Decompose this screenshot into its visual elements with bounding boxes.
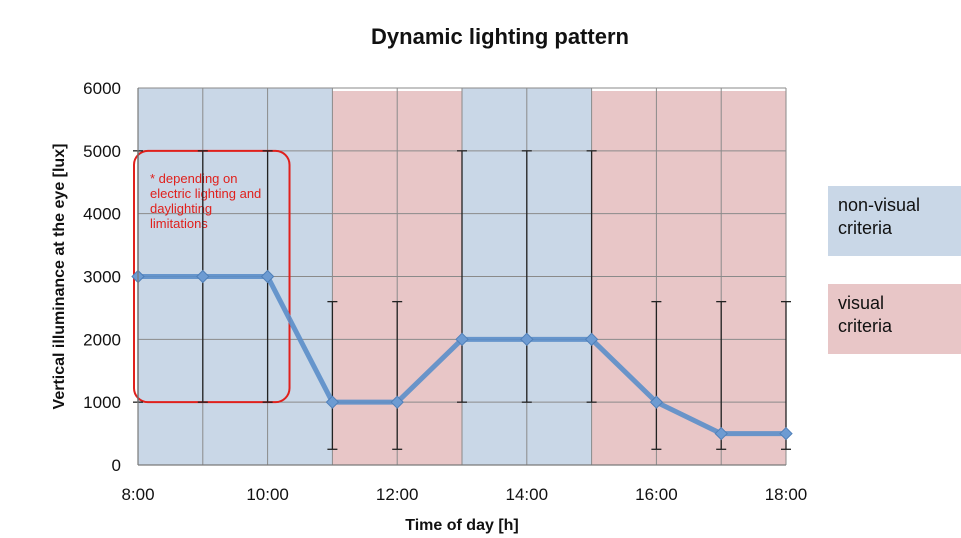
x-tick-label-0: 8:00 <box>121 485 154 504</box>
data-point-4 <box>390 395 404 409</box>
data-point-2 <box>260 269 275 284</box>
legend-visual-criteria: visual criteria <box>828 284 961 354</box>
x-tick-label-1: 10:00 <box>246 485 289 504</box>
y-tick-label-6: 6000 <box>83 79 121 98</box>
x-tick-label-3: 14:00 <box>506 485 549 504</box>
data-point-1 <box>196 269 210 284</box>
data-point-8 <box>649 395 664 409</box>
data-point-10 <box>779 426 793 441</box>
legend-non-visual-criteria: non-visual criteria <box>828 186 961 256</box>
legend-non-visual-line-1: non-visual <box>838 195 921 215</box>
data-point-9 <box>714 426 728 441</box>
y-tick-label-1: 1000 <box>83 393 121 412</box>
legend-non-visual-line-2: criteria <box>838 218 893 238</box>
legend-visual-line-1: visual <box>838 293 885 313</box>
annotation-text-line-3: limitations <box>150 216 208 231</box>
x-tick-label-4: 16:00 <box>635 485 678 504</box>
x-tick-label-2: 12:00 <box>376 485 419 504</box>
data-point-7 <box>584 332 599 347</box>
x-axis-label: Time of day [h] <box>405 517 519 534</box>
y-tick-label-3: 3000 <box>83 268 121 287</box>
y-tick-label-4: 4000 <box>83 205 121 224</box>
y-tick-label-0: 0 <box>112 456 121 475</box>
annotation-text-line-0: * depending on <box>150 171 237 186</box>
background-band-visual-3 <box>591 91 786 465</box>
chart-title: Dynamic lighting pattern <box>371 24 629 49</box>
x-tick-label-5: 18:00 <box>765 485 808 504</box>
legend-visual-line-2: criteria <box>838 316 893 336</box>
y-tick-label-2: 2000 <box>83 330 121 349</box>
data-point-3 <box>325 395 340 409</box>
data-point-6 <box>520 332 534 347</box>
data-point-5 <box>455 332 469 347</box>
annotation-text-line-1: electric lighting and <box>150 186 261 201</box>
y-tick-label-5: 5000 <box>83 142 121 161</box>
annotation-text-line-2: daylighting <box>150 201 212 216</box>
y-axis-label: Vertical illuminance at the eye [lux] <box>51 144 68 410</box>
